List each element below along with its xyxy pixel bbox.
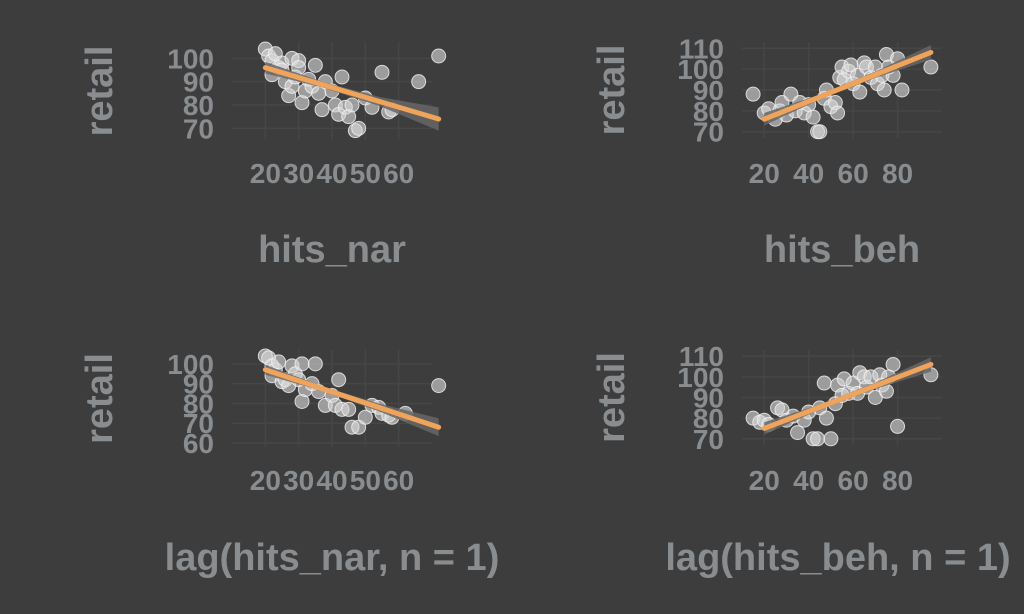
data-point <box>307 356 323 372</box>
x-axis-title: hits_beh <box>764 229 920 271</box>
y-axis-title: retail <box>591 45 633 136</box>
y-tick-label: 110 <box>679 341 724 372</box>
data-point <box>334 69 350 85</box>
data-point <box>890 418 906 434</box>
data-point <box>314 102 330 118</box>
y-axis-title: retail <box>79 46 121 137</box>
data-point <box>431 378 447 394</box>
x-tick-label: 50 <box>350 158 381 189</box>
y-tick-label: 100 <box>677 362 724 393</box>
data-point <box>357 409 373 425</box>
data-point <box>810 431 826 447</box>
regression-line <box>761 49 934 122</box>
x-tick-label: 20 <box>749 465 780 496</box>
y-tick-label: 100 <box>677 54 724 85</box>
data-point <box>805 109 821 125</box>
data-point <box>818 410 834 426</box>
y-tick-label: 70 <box>183 408 214 439</box>
y-axis-title: retail <box>591 352 633 443</box>
y-tick-label: 80 <box>183 388 214 419</box>
y-tick-label: 90 <box>693 75 724 106</box>
x-tick-label: 60 <box>838 465 869 496</box>
data-point <box>876 82 892 98</box>
x-tick-label: 60 <box>383 465 414 496</box>
x-tick-label: 40 <box>316 465 347 496</box>
y-tick-label: 100 <box>167 349 214 380</box>
data-point <box>411 74 427 90</box>
data-point <box>745 86 761 102</box>
x-tick-label: 20 <box>250 465 281 496</box>
data-point <box>894 82 910 98</box>
x-tick-label: 80 <box>882 465 913 496</box>
data-point <box>341 401 357 417</box>
x-tick-label: 40 <box>793 465 824 496</box>
y-tick-label: 110 <box>679 33 724 64</box>
data-point <box>374 64 390 80</box>
y-axis-title: retail <box>79 353 121 444</box>
x-tick-label: 30 <box>283 158 314 189</box>
data-point <box>331 372 347 388</box>
x-tick-label: 20 <box>250 158 281 189</box>
y-tick-label: 60 <box>183 428 214 459</box>
y-tick-label: 70 <box>693 424 724 455</box>
x-tick-label: 80 <box>882 158 913 189</box>
x-tick-label: 50 <box>350 465 381 496</box>
y-tick-label: 80 <box>183 90 214 121</box>
y-tick-label: 90 <box>693 383 724 414</box>
y-tick-label: 70 <box>183 113 214 144</box>
y-tick-label: 70 <box>693 117 724 148</box>
data-point <box>431 48 447 64</box>
data-point <box>885 356 901 372</box>
y-tick-label: 80 <box>693 403 724 434</box>
data-point <box>816 375 832 391</box>
data-point <box>271 354 287 370</box>
data-point <box>923 59 939 75</box>
y-tick-label: 90 <box>183 369 214 400</box>
y-tick-label: 90 <box>183 67 214 98</box>
data-point <box>344 97 360 113</box>
x-axis-title: lag(hits_nar, n = 1) <box>165 537 500 579</box>
y-tick-label: 100 <box>167 43 214 74</box>
regression-line <box>262 65 442 122</box>
regression-line <box>761 361 934 431</box>
data-point <box>830 105 846 121</box>
data-point <box>852 84 868 100</box>
x-tick-label: 30 <box>283 465 314 496</box>
data-point <box>294 356 310 372</box>
x-tick-label: 20 <box>749 158 780 189</box>
data-point <box>351 120 367 136</box>
x-axis-title: lag(hits_beh, n = 1) <box>665 537 1010 579</box>
data-point <box>790 425 806 441</box>
data-point <box>823 431 839 447</box>
y-tick-label: 80 <box>693 96 724 127</box>
data-point <box>307 57 323 73</box>
x-tick-label: 40 <box>793 158 824 189</box>
x-axis-title: hits_nar <box>258 229 406 271</box>
regression-line <box>262 367 442 430</box>
x-tick-label: 60 <box>383 158 414 189</box>
x-tick-label: 60 <box>838 158 869 189</box>
x-tick-label: 40 <box>316 158 347 189</box>
data-point <box>812 124 828 140</box>
